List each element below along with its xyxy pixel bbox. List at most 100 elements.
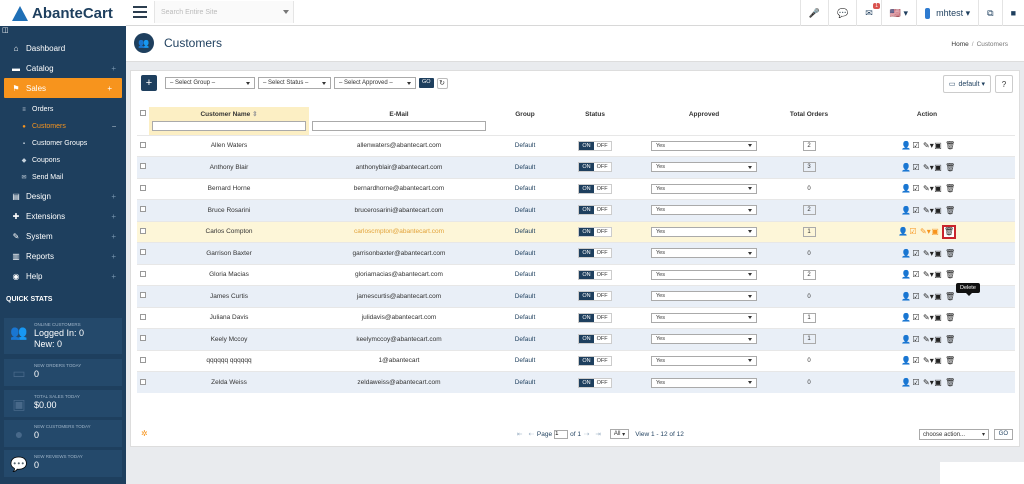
mail-icon[interactable]: ✉ 1 xyxy=(856,0,881,26)
column-header-name[interactable]: Customer Name ⇕ xyxy=(149,107,309,121)
edit-icon[interactable]: ✎▾ xyxy=(920,227,931,237)
save-icon[interactable]: ▣ xyxy=(931,227,939,237)
row-checkbox[interactable] xyxy=(140,378,146,385)
sidebar-item-design[interactable]: ▤ Design + xyxy=(0,186,126,206)
edit-icon[interactable]: ✎▾ xyxy=(923,334,934,344)
trash-icon[interactable]: 🗑 xyxy=(945,313,956,323)
microphone-icon[interactable]: 🎤 xyxy=(799,0,828,26)
help-button[interactable]: ? xyxy=(995,75,1013,93)
table-row[interactable]: Garrison Baxter garrisonbaxter@abantecart… xyxy=(137,242,1015,264)
approved-select[interactable]: Yes xyxy=(651,312,757,323)
filter-go-button[interactable]: GO xyxy=(419,78,434,88)
login-as-user-icon[interactable]: 👤 xyxy=(898,227,908,237)
sidebar-sub-coupons[interactable]: ◆ Coupons xyxy=(0,152,126,169)
edit-icon[interactable]: ✎▾ xyxy=(923,184,934,194)
add-customer-button[interactable]: + xyxy=(141,75,157,91)
approved-select[interactable]: Yes xyxy=(651,248,757,259)
column-header-approved[interactable]: Approved xyxy=(688,110,720,118)
save-icon[interactable]: ▣ xyxy=(934,248,942,258)
total-orders[interactable]: 2 xyxy=(802,205,816,216)
login-as-user-icon[interactable]: 👤 xyxy=(901,291,911,301)
status-toggle[interactable]: ON OFF xyxy=(578,355,612,366)
search-dropdown-icon[interactable] xyxy=(283,10,289,14)
save-icon[interactable]: ▣ xyxy=(934,313,942,323)
trash-icon[interactable]: 🗑 xyxy=(945,270,956,280)
trash-icon[interactable]: 🗑 xyxy=(942,224,956,239)
approve-check-icon[interactable]: ☑ xyxy=(912,248,920,258)
edit-icon[interactable]: ✎▾ xyxy=(923,205,934,215)
approved-select[interactable]: Yes xyxy=(651,377,757,388)
status-toggle[interactable]: ON OFF xyxy=(578,162,612,173)
trash-icon[interactable]: 🗑 xyxy=(945,205,956,215)
total-orders[interactable]: 3 xyxy=(802,162,816,173)
table-row[interactable]: Gloria Macias gloriamacias@abantecart.com… xyxy=(137,263,1015,286)
table-row[interactable]: Carlos Compton carloscmpton@abantecart.co… xyxy=(137,220,1015,243)
approve-check-icon[interactable]: ☑ xyxy=(912,270,920,280)
status-toggle[interactable]: ON OFF xyxy=(578,205,612,216)
login-as-user-icon[interactable]: 👤 xyxy=(901,141,911,151)
save-icon[interactable]: ▣ xyxy=(934,334,942,344)
login-as-user-icon[interactable]: 👤 xyxy=(901,356,911,366)
settings-icon[interactable]: ✲ xyxy=(141,429,148,438)
approve-check-icon[interactable]: ☑ xyxy=(912,334,920,344)
column-header-status[interactable]: Status xyxy=(585,110,605,118)
login-as-user-icon[interactable]: 👤 xyxy=(901,205,911,215)
row-checkbox[interactable] xyxy=(140,141,146,148)
approved-select[interactable]: Yes xyxy=(651,183,757,194)
bulk-go-button[interactable]: GO xyxy=(993,429,1013,440)
approved-select[interactable]: Yes xyxy=(651,291,757,302)
status-toggle[interactable]: ON OFF xyxy=(578,269,612,280)
customer-group[interactable]: Default xyxy=(489,306,561,329)
column-header-orders[interactable]: Total Orders xyxy=(789,110,829,118)
language-flag-icon[interactable]: 🇺🇸 ▾ xyxy=(880,0,916,26)
approved-select[interactable]: Yes xyxy=(651,226,757,237)
approve-check-icon[interactable]: ☑ xyxy=(912,313,920,323)
edit-icon[interactable]: ✎▾ xyxy=(923,162,934,172)
prev-page-icon[interactable]: ⇠ xyxy=(528,431,534,438)
row-checkbox[interactable] xyxy=(140,227,146,234)
approve-check-icon[interactable]: ☑ xyxy=(912,184,920,194)
edit-icon[interactable]: ✎▾ xyxy=(923,270,934,280)
sidebar-item-dashboard[interactable]: ⌂ Dashboard xyxy=(0,38,126,58)
status-toggle[interactable]: ON OFF xyxy=(578,291,612,302)
status-filter-select[interactable]: – Select Status – xyxy=(258,77,331,89)
last-page-icon[interactable]: ⇥ xyxy=(595,431,601,438)
table-row[interactable]: Bernard Horne bernardhorne@abantecart.com… xyxy=(137,177,1015,200)
approved-select[interactable]: Yes xyxy=(651,140,757,151)
column-header-group[interactable]: Group xyxy=(515,110,535,118)
customer-group[interactable]: Default xyxy=(489,328,561,350)
customer-group[interactable]: Default xyxy=(489,242,561,264)
sidebar-item-help[interactable]: ◉ Help + xyxy=(0,266,126,286)
table-row[interactable]: James Curtis jamescurtis@abantecart.com De… xyxy=(137,285,1015,307)
login-as-user-icon[interactable]: 👤 xyxy=(901,313,911,323)
edit-icon[interactable]: ✎▾ xyxy=(923,291,934,301)
sidebar-item-catalog[interactable]: ▬ Catalog + xyxy=(0,58,126,78)
row-checkbox[interactable] xyxy=(140,335,146,342)
approved-select[interactable]: Yes xyxy=(651,162,757,173)
search-input[interactable]: Search Entire Site xyxy=(154,1,294,23)
bulk-action-select[interactable]: choose action... ▾ xyxy=(919,429,989,440)
row-checkbox[interactable] xyxy=(140,184,146,191)
login-as-user-icon[interactable]: 👤 xyxy=(901,334,911,344)
save-icon[interactable]: ▣ xyxy=(934,270,942,280)
trash-icon[interactable]: 🗑 xyxy=(945,141,956,151)
row-checkbox[interactable] xyxy=(140,249,146,256)
approve-check-icon[interactable]: ☑ xyxy=(912,141,920,151)
sidebar-sub-orders[interactable]: ≡ Orders xyxy=(0,101,126,118)
login-as-user-icon[interactable]: 👤 xyxy=(901,184,911,194)
save-icon[interactable]: ▣ xyxy=(934,141,942,151)
save-icon[interactable]: ▣ xyxy=(934,356,942,366)
trash-icon[interactable]: 🗑 xyxy=(945,248,956,258)
app-logo[interactable]: AbanteCart xyxy=(0,0,126,26)
customer-group[interactable]: Default xyxy=(489,177,561,200)
row-checkbox[interactable] xyxy=(140,206,146,213)
total-orders[interactable]: 1 xyxy=(802,334,816,345)
trash-icon[interactable]: 🗑 xyxy=(945,378,956,387)
approve-check-icon[interactable]: ☑ xyxy=(912,162,920,172)
menu-toggle-icon[interactable] xyxy=(133,6,147,18)
table-row[interactable]: qqqqqq qqqqqq 1@abantecart Default ON OFF Yes… xyxy=(137,349,1015,372)
status-toggle[interactable]: ON OFF xyxy=(578,226,612,237)
save-icon[interactable]: ▣ xyxy=(934,184,942,194)
approved-select[interactable]: Yes xyxy=(651,334,757,345)
edit-icon[interactable]: ✎▾ xyxy=(923,313,934,323)
